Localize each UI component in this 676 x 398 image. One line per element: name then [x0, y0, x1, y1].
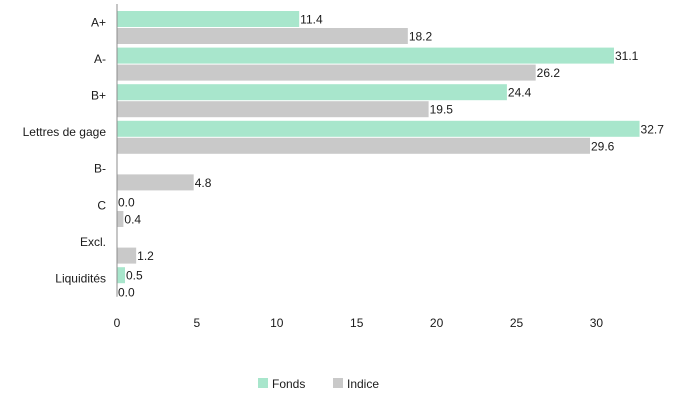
bar-indice-excl	[117, 247, 137, 264]
bar-indice-a	[117, 28, 408, 44]
category-label-c: C	[97, 198, 106, 212]
data-label-indice-b: 19.5	[430, 103, 454, 117]
data-label-indice-c: 0.4	[124, 213, 141, 227]
category-label-lettres-de-gage: Lettres de gage	[23, 125, 107, 139]
x-tick-label-15: 15	[350, 316, 364, 330]
data-label-fonds-a: 11.4	[300, 13, 323, 27]
legend-label-fonds: Fonds	[272, 377, 305, 391]
data-label-fonds-lettres-de-gage: 32.7	[641, 122, 665, 136]
data-label-indice-a: 26.2	[537, 66, 561, 80]
category-label-a: A-	[94, 52, 106, 66]
x-tick-label-30: 30	[590, 316, 604, 330]
legend: Fonds Indice	[258, 377, 379, 391]
data-label-fonds-c: 0.0	[118, 196, 135, 210]
x-tick-label-5: 5	[194, 316, 201, 330]
x-tick-labels-layer: 0 5 10 15 20 25 30	[114, 316, 604, 330]
data-label-indice-excl: 1.2	[137, 249, 154, 263]
bar-fonds-lettres-de-gage	[117, 120, 640, 137]
category-labels-layer: A+ A- B+ Lettres de gage B- C Excl. Liquidités	[23, 15, 107, 285]
bar-indice-c	[117, 211, 124, 227]
category-label-b: B+	[91, 89, 106, 103]
category-label-a: A+	[91, 15, 106, 29]
x-tick-label-10: 10	[270, 316, 284, 330]
category-label-b: B-	[94, 162, 106, 176]
data-label-indice-a: 18.2	[409, 30, 433, 44]
bar-fonds-b	[117, 84, 507, 101]
data-label-indice-b: 4.8	[195, 176, 212, 190]
data-label-fonds-a: 31.1	[615, 49, 639, 63]
legend-swatch-fonds	[258, 378, 268, 388]
data-labels-layer: 11.4 18.2 31.1 26.2 24.4 19.5 32.7 29.6 4.8 0.0 0.…	[118, 13, 664, 300]
x-tick-label-20: 20	[430, 316, 444, 330]
x-tick-label-0: 0	[114, 316, 121, 330]
data-label-fonds-b: 24.4	[508, 86, 532, 100]
data-label-indice-lettres-de-gage: 29.6	[591, 139, 615, 153]
bar-fonds-a	[117, 11, 300, 27]
bars-layer	[117, 11, 640, 284]
legend-swatch-indice	[333, 378, 343, 388]
bar-fonds-liquidites	[117, 267, 125, 284]
bar-indice-b	[117, 174, 194, 191]
bar-indice-a	[117, 64, 536, 81]
bar-indice-lettres-de-gage	[117, 137, 591, 154]
data-label-indice-liquidites: 0.0	[118, 286, 135, 300]
data-label-fonds-liquidites: 0.5	[126, 269, 143, 283]
x-tick-label-25: 25	[510, 316, 524, 330]
legend-label-indice: Indice	[347, 377, 379, 391]
bar-fonds-a	[117, 47, 614, 64]
category-label-excl: Excl.	[80, 235, 106, 249]
category-label-liquidites: Liquidités	[55, 272, 106, 286]
bar-indice-b	[117, 101, 429, 118]
